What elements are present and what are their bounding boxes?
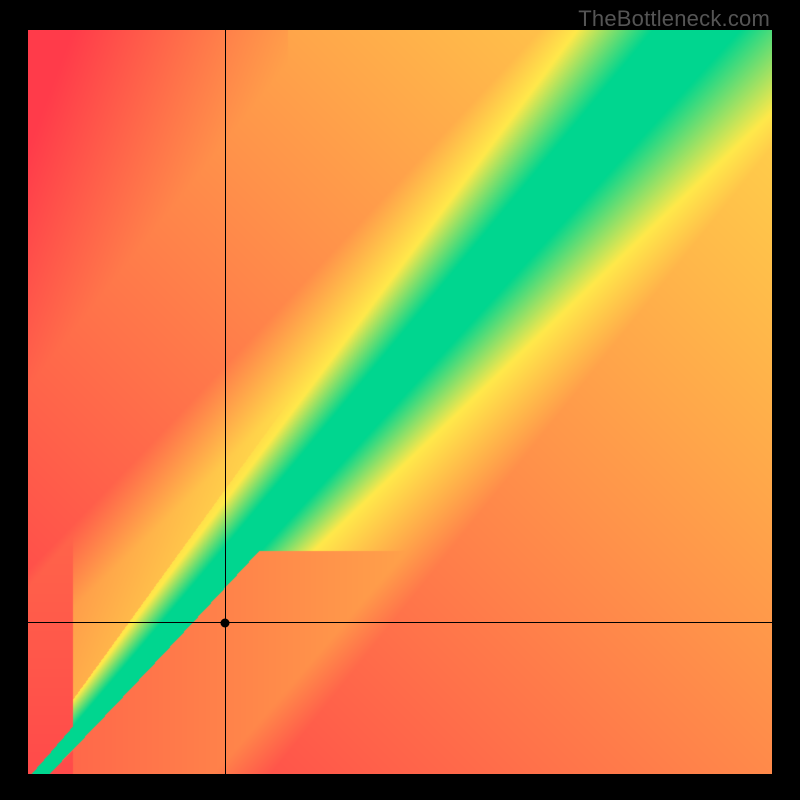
crosshair-horizontal	[28, 622, 772, 623]
heatmap-canvas	[28, 30, 772, 774]
plot-frame	[28, 30, 772, 774]
operating-point-marker	[221, 618, 230, 627]
heatmap-plot	[28, 30, 772, 774]
watermark-text: TheBottleneck.com	[578, 6, 770, 32]
crosshair-vertical	[225, 30, 226, 774]
